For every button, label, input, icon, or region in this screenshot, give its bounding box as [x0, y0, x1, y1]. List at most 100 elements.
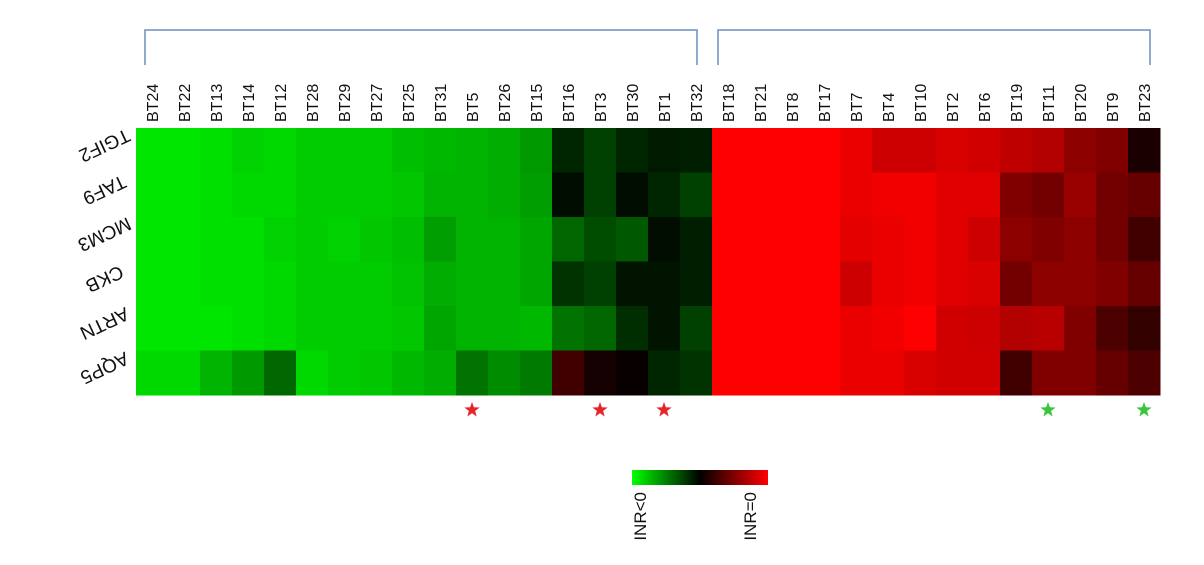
- heatmap-cell: [1032, 217, 1065, 262]
- heatmap-cell: [616, 128, 649, 173]
- column-label: BT16: [561, 84, 578, 122]
- heatmap-cell: [328, 350, 361, 396]
- heatmap-cell: [744, 172, 777, 218]
- heatmap-cell: [200, 128, 233, 173]
- heatmap-cell: [776, 217, 809, 262]
- heatmap-cell: [360, 306, 393, 351]
- column-label: BT11: [1041, 85, 1058, 122]
- heatmap-cell: [904, 217, 937, 262]
- heatmap-cell: [296, 172, 329, 218]
- row-label: AQP5: [77, 347, 132, 387]
- column-label: BT22: [177, 84, 194, 122]
- heatmap-cell: [712, 261, 745, 307]
- heatmap-cell: [296, 306, 329, 351]
- heatmap-cell: [648, 261, 681, 307]
- heatmap-cell: [616, 306, 649, 351]
- heatmap-cell: [776, 306, 809, 351]
- heatmap-cell: [168, 306, 201, 351]
- heatmap-cell: [584, 261, 617, 307]
- heatmap-cell: [456, 172, 489, 218]
- heatmap-cell: [1032, 350, 1065, 396]
- heatmap-cell: [680, 350, 713, 396]
- heatmap-cell: [1032, 128, 1065, 173]
- heatmap-cell: [488, 172, 521, 218]
- heatmap-cell: [776, 350, 809, 396]
- column-label: BT26: [497, 84, 514, 122]
- heatmap-cell: [232, 172, 265, 218]
- heatmap-cell: [1064, 261, 1097, 307]
- heatmap-cell: [968, 350, 1001, 396]
- heatmap-cell: [488, 128, 521, 173]
- column-label: BT10: [913, 84, 930, 122]
- heatmap-cell: [776, 128, 809, 173]
- heatmap-cell: [328, 217, 361, 262]
- heatmap-cell: [808, 261, 841, 307]
- heatmap-cell: [520, 217, 553, 262]
- heatmap-cell: [520, 350, 553, 396]
- column-label: BT6: [977, 93, 994, 122]
- heatmap-cell: [744, 261, 777, 307]
- heatmap-cell: [968, 306, 1001, 351]
- heatmap-cell: [872, 261, 905, 307]
- heatmap-cell: [712, 217, 745, 262]
- heatmap-cell: [200, 306, 233, 351]
- heatmap-cell: [136, 217, 169, 262]
- heatmap-cell: [1096, 217, 1129, 262]
- heatmap-cell: [360, 350, 393, 396]
- heatmap-cell: [680, 306, 713, 351]
- heatmap-cell: [392, 128, 425, 173]
- heatmap-cell: [392, 172, 425, 218]
- column-label: BT32: [689, 84, 706, 122]
- heatmap-cell: [872, 350, 905, 396]
- heatmap-cell: [456, 217, 489, 262]
- heatmap-cell: [136, 261, 169, 307]
- significance-star: [592, 402, 608, 417]
- heatmap-cell: [936, 306, 969, 351]
- heatmap-cell: [584, 350, 617, 396]
- heatmap-cell: [552, 128, 585, 173]
- bracket: [144, 29, 698, 65]
- heatmap-cell: [936, 350, 969, 396]
- column-label: BT18: [721, 84, 738, 122]
- heatmap-cell: [648, 128, 681, 173]
- heatmap-cell: [936, 128, 969, 173]
- heatmap-cell: [456, 350, 489, 396]
- heatmap-cell: [936, 217, 969, 262]
- heatmap-cell: [1128, 350, 1161, 396]
- heatmap-cell: [424, 128, 457, 173]
- heatmap-cell: [552, 306, 585, 351]
- column-label: BT2: [945, 93, 962, 122]
- heatmap-cell: [680, 128, 713, 173]
- heatmap-cell: [584, 128, 617, 173]
- heatmap-cell: [1064, 306, 1097, 351]
- heatmap-cell: [264, 261, 297, 307]
- column-label: BT1: [657, 93, 674, 122]
- row-label: TAF9: [79, 170, 129, 208]
- heatmap-cell: [872, 128, 905, 173]
- row-label: CKB: [82, 260, 126, 296]
- heatmap-cell: [840, 128, 873, 173]
- column-label: BT20: [1073, 84, 1090, 122]
- heatmap-cell: [264, 172, 297, 218]
- column-label: BT13: [209, 84, 226, 122]
- column-label: BT19: [1009, 84, 1026, 122]
- heatmap-cell: [136, 128, 169, 173]
- heatmap-cell: [1000, 128, 1033, 173]
- heatmap-cell: [1032, 261, 1065, 307]
- heatmap-cell: [712, 128, 745, 173]
- heatmap-cell: [744, 306, 777, 351]
- heatmap-cell: [1000, 172, 1033, 218]
- heatmap-cell: [552, 217, 585, 262]
- heatmap-cell: [264, 350, 297, 396]
- heatmap-cell: [456, 128, 489, 173]
- column-label: BT24: [145, 84, 162, 122]
- heatmap-cell: [680, 261, 713, 307]
- heatmap-cell: [680, 172, 713, 218]
- column-label: BT28: [305, 84, 322, 122]
- heatmap-cell: [872, 172, 905, 218]
- column-label: BT3: [593, 93, 610, 122]
- row-label: TGIF2: [75, 124, 133, 166]
- column-label: BT5: [465, 93, 482, 122]
- heatmap-cell: [872, 306, 905, 351]
- column-label: BT15: [529, 84, 546, 122]
